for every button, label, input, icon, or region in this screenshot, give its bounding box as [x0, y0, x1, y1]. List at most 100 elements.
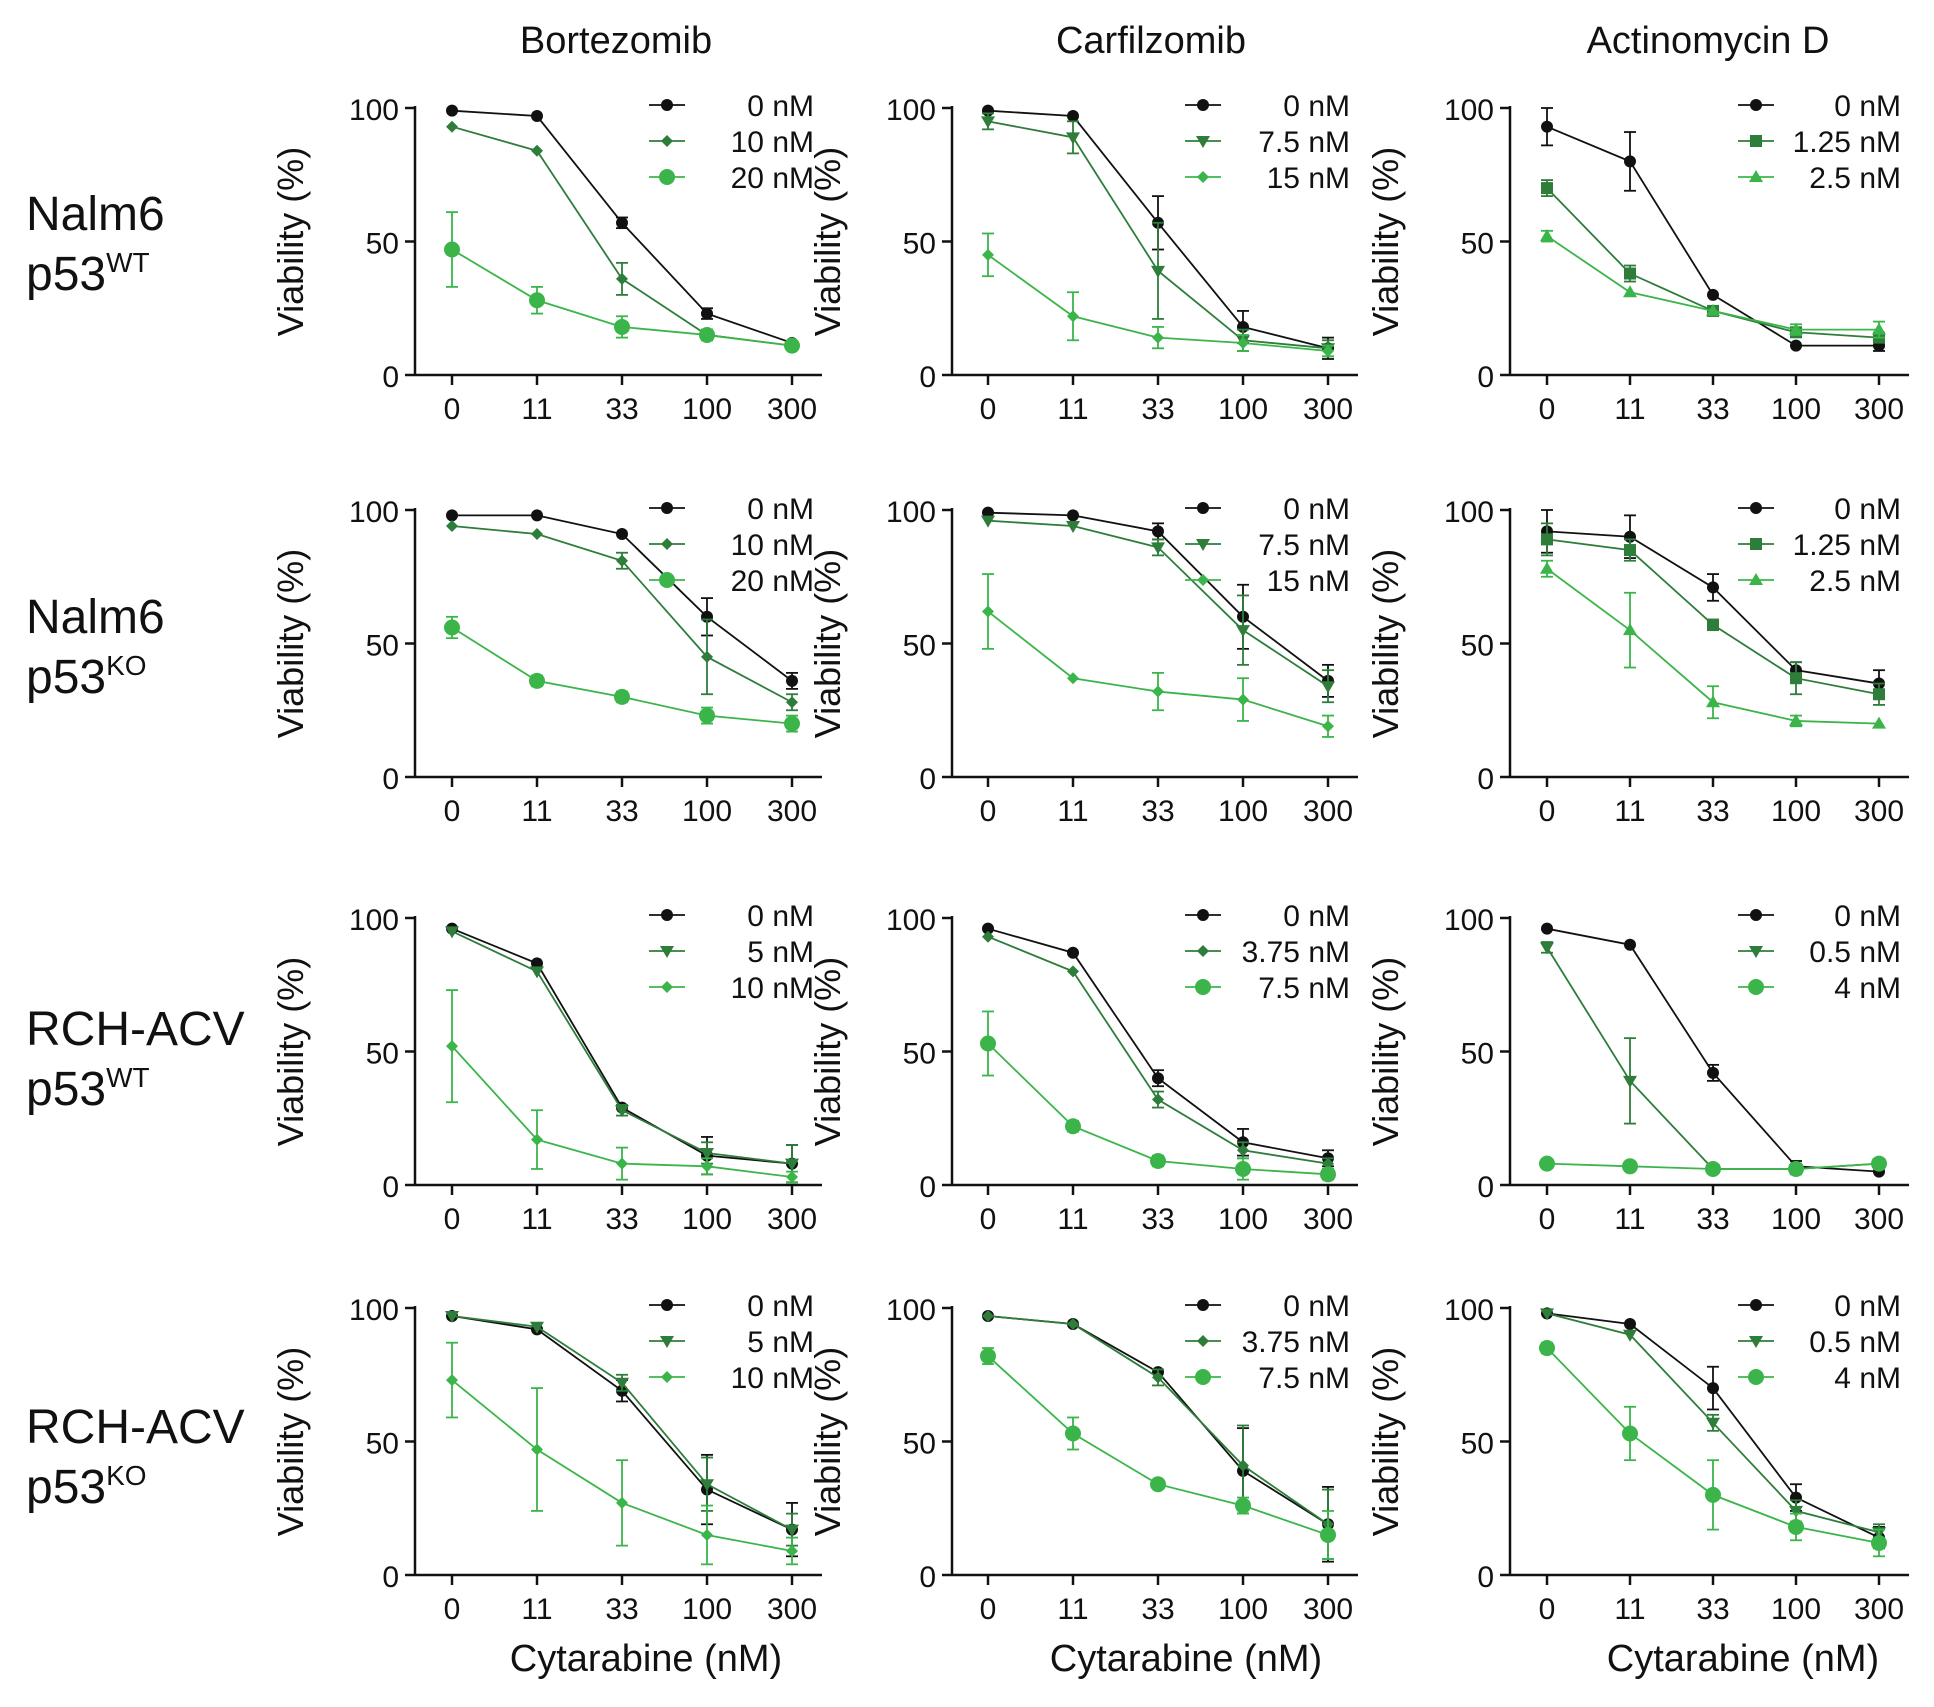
panel-2-2: 0 50 100 0 11 33 100 300 Viability (%) 0 nM0.5 nM… — [1365, 900, 1909, 1236]
legend-marker — [661, 502, 673, 514]
legend-marker — [659, 169, 675, 185]
data-point — [1067, 965, 1079, 978]
x-tick-label: 100 — [1771, 1203, 1821, 1236]
data-point — [982, 248, 994, 261]
y-tick-label: 50 — [903, 228, 936, 261]
data-point — [981, 515, 995, 528]
col-title-bortezomib: Bortezomib — [519, 20, 713, 62]
legend-marker — [1197, 574, 1209, 586]
x-tick-label: 11 — [1614, 393, 1645, 426]
data-point — [1707, 581, 1719, 594]
data-point — [616, 528, 628, 541]
legend-label: 3.75 nM — [1242, 1326, 1350, 1359]
x-tick-label: 0 — [444, 393, 461, 426]
data-point — [446, 509, 458, 522]
data-point — [982, 1310, 994, 1323]
x-tick-label: 11 — [521, 1593, 552, 1626]
x-tick-label: 300 — [1854, 393, 1904, 426]
x-tick-label: 11 — [521, 393, 552, 426]
series-2: 2.5 nM — [1540, 162, 1901, 339]
x-tick-label: 100 — [1218, 1593, 1268, 1626]
data-point — [1707, 1382, 1719, 1395]
data-point — [1623, 1075, 1637, 1088]
data-point — [1540, 942, 1554, 955]
y-tick-label: 0 — [1477, 763, 1494, 796]
x-tick-label: 300 — [1854, 1593, 1904, 1626]
legend-marker — [1750, 909, 1762, 921]
data-point — [446, 120, 458, 133]
y-tick-label: 100 — [1444, 904, 1494, 937]
data-point — [1067, 110, 1079, 123]
y-axis-title: Viability (%) — [807, 549, 848, 738]
data-point — [531, 528, 543, 541]
data-point — [1624, 155, 1636, 168]
data-point — [614, 688, 630, 705]
col-title-carfilzomib: Carfilzomib — [1055, 20, 1247, 62]
data-point — [1789, 322, 1803, 335]
x-tick-label: 100 — [1218, 1203, 1268, 1236]
legend-label: 7.5 nM — [1258, 529, 1350, 562]
x-tick-label: 11 — [1057, 1203, 1088, 1236]
y-tick-label: 0 — [1477, 1171, 1494, 1204]
legend-marker — [661, 99, 673, 111]
series-2: 20 nM — [444, 162, 814, 354]
data-point — [1152, 1072, 1164, 1085]
data-point — [531, 144, 543, 157]
y-tick-label: 100 — [349, 496, 399, 529]
legend-label: 0 nM — [1283, 900, 1350, 933]
data-point — [1707, 1066, 1719, 1079]
row-label-3: RCH-ACV p53KO — [26, 1401, 245, 1514]
legend-marker — [661, 909, 673, 921]
legend-label: 7.5 nM — [1258, 126, 1350, 159]
legend-label: 5 nM — [747, 1326, 814, 1359]
series-2: 4 nM — [1539, 972, 1901, 1177]
legend-marker — [1750, 502, 1762, 514]
legend-label: 10 nM — [731, 529, 814, 562]
x-tick-label: 33 — [1141, 1593, 1174, 1626]
x-tick-label: 100 — [1771, 393, 1821, 426]
data-point — [982, 922, 994, 935]
series-line — [1546, 946, 1880, 1170]
data-point — [699, 707, 715, 724]
data-point — [1873, 688, 1885, 701]
legend-label: 5 nM — [747, 936, 814, 969]
data-point — [1322, 344, 1334, 357]
data-point — [1541, 533, 1553, 546]
y-tick-label: 0 — [1477, 361, 1494, 394]
data-point — [615, 1105, 629, 1118]
legend-label: 2.5 nM — [1809, 565, 1901, 598]
data-point — [1705, 1160, 1721, 1177]
data-point — [1622, 1158, 1638, 1175]
y-tick-label: 50 — [903, 1038, 936, 1071]
legend-marker — [1195, 1369, 1211, 1385]
legend-marker — [1750, 99, 1762, 111]
y-tick-label: 100 — [1444, 496, 1494, 529]
data-point — [1235, 1497, 1251, 1514]
legend-label: 2.5 nM — [1809, 162, 1901, 195]
series-1: 10 nM — [446, 520, 814, 712]
data-point — [1624, 267, 1636, 280]
legend-label: 15 nM — [1267, 162, 1350, 195]
data-point — [700, 1147, 714, 1160]
data-point — [1152, 1371, 1164, 1384]
x-tick-label: 0 — [1539, 795, 1556, 828]
data-point — [531, 110, 543, 123]
data-point — [616, 1157, 628, 1170]
panel-3-1: 0 50 100 0 11 33 100 300 Viability (%) 0 nM3.75 n… — [807, 1290, 1358, 1626]
data-point — [529, 292, 545, 309]
series-1: 1.25 nM — [1541, 126, 1901, 344]
data-point — [1623, 623, 1637, 636]
x-tick-label: 300 — [1303, 1203, 1353, 1236]
legend-marker — [1749, 1336, 1763, 1348]
x-axis-label-2: Cytarabine (nM) — [1606, 1638, 1880, 1680]
data-point — [1150, 1152, 1166, 1169]
legend-marker — [661, 135, 673, 147]
y-tick-label: 50 — [1461, 1038, 1494, 1071]
panel-1-1: 0 50 100 0 11 33 100 300 Viability (%) 0 nM7.5 nM… — [807, 493, 1358, 828]
data-point — [1236, 625, 1250, 638]
legend-marker — [1197, 1299, 1209, 1311]
data-point — [980, 1035, 996, 1052]
data-point — [1237, 1144, 1249, 1157]
y-tick-label: 50 — [903, 1428, 936, 1461]
data-point — [1540, 561, 1554, 574]
